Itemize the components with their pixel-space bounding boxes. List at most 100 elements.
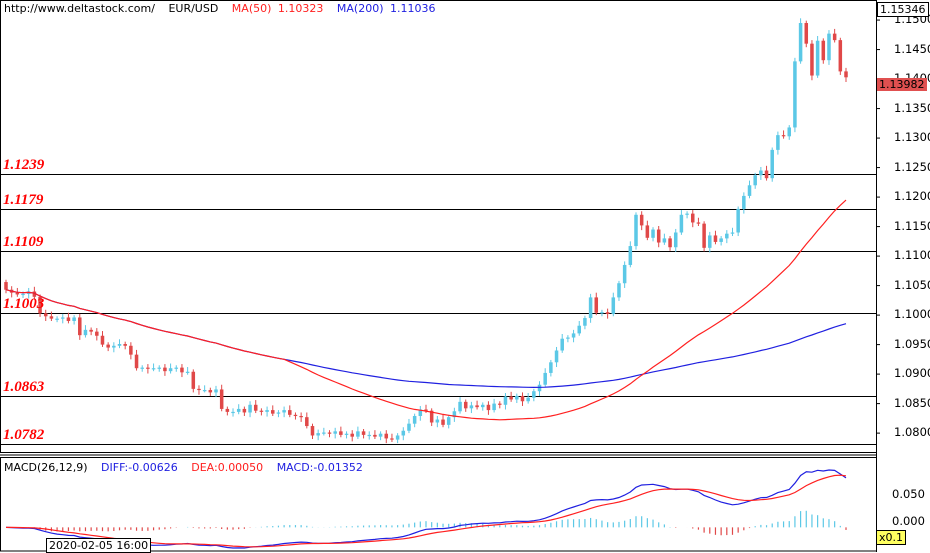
- level-label-10782: 1.0782: [3, 426, 45, 443]
- candle: [639, 214, 644, 226]
- candle: [180, 367, 184, 373]
- candle: [577, 325, 582, 334]
- candle: [384, 433, 389, 439]
- candle: [594, 297, 599, 313]
- candle: [764, 170, 769, 179]
- ma200-value: 1.11036: [390, 2, 436, 15]
- candle: [4, 282, 8, 290]
- candle: [679, 214, 684, 233]
- candle: [174, 367, 179, 369]
- candle: [15, 292, 20, 295]
- candle: [719, 238, 723, 242]
- candle: [600, 312, 604, 314]
- symbol-label: EUR/USD: [168, 2, 219, 15]
- level-label-11179: 1.1179: [3, 191, 44, 208]
- price-tick-113500: 1.13500: [894, 100, 930, 115]
- candle: [276, 412, 281, 414]
- candle: [520, 395, 525, 402]
- candle: [696, 222, 701, 224]
- candle: [685, 213, 689, 215]
- candle: [452, 411, 457, 418]
- ma200-line: [5, 289, 847, 389]
- candle: [310, 426, 315, 436]
- candle: [815, 40, 820, 76]
- candle: [736, 208, 740, 233]
- level-label-11109: 1.1109: [3, 233, 44, 250]
- candle: [713, 235, 718, 242]
- candle: [435, 419, 440, 423]
- crosshair-timestamp: 2020-02-05 16:00: [46, 538, 152, 553]
- candle: [242, 408, 247, 413]
- candle: [605, 312, 610, 314]
- candle: [339, 431, 343, 435]
- candle: [742, 195, 746, 209]
- price-panel-frame: [0, 0, 877, 453]
- candle: [219, 389, 224, 409]
- candle: [645, 225, 650, 238]
- candle: [827, 33, 831, 61]
- candle: [628, 246, 633, 265]
- candle: [163, 367, 167, 372]
- candle: [361, 431, 366, 435]
- candle: [225, 408, 230, 412]
- candle: [407, 423, 411, 431]
- ma50-label: MA(50): [231, 2, 272, 15]
- candle: [804, 23, 809, 44]
- website-url[interactable]: http://www.deltastock.com/: [4, 2, 155, 15]
- candle: [566, 337, 570, 339]
- level-label-11003: 1.1003: [3, 295, 45, 312]
- candle: [112, 345, 116, 348]
- candle: [480, 404, 485, 408]
- price-tick-110500: 1.10500: [894, 277, 930, 292]
- chart-header: http://www.deltastock.com/ EUR/USD MA(50…: [4, 2, 436, 15]
- candle: [265, 410, 269, 412]
- candle: [651, 229, 655, 238]
- candle: [344, 433, 349, 435]
- candle: [730, 232, 735, 234]
- candle: [458, 401, 462, 412]
- candle: [55, 318, 59, 320]
- candle: [134, 354, 139, 369]
- price-max-tag: 1.15346: [877, 2, 929, 17]
- candle: [770, 149, 774, 179]
- candle: [509, 396, 513, 400]
- candle: [202, 390, 207, 392]
- candle: [446, 417, 451, 425]
- candle: [549, 362, 553, 373]
- zoom-badge[interactable]: x0.1: [876, 530, 907, 545]
- candle: [668, 238, 672, 248]
- candle: [333, 431, 337, 434]
- candle: [588, 297, 593, 319]
- candle: [316, 433, 320, 436]
- candle: [66, 317, 71, 322]
- candle: [83, 329, 88, 336]
- price-tick-109500: 1.09500: [894, 336, 930, 351]
- candle: [793, 61, 797, 128]
- candle: [288, 410, 292, 415]
- candle: [270, 410, 275, 414]
- candle: [231, 411, 235, 414]
- price-tick-110000: 1.10000: [894, 307, 930, 322]
- candle: [617, 283, 621, 298]
- candle: [356, 431, 360, 437]
- candle: [832, 33, 837, 41]
- candle: [60, 317, 65, 319]
- candle: [72, 317, 76, 322]
- candle: [475, 405, 479, 408]
- candle: [21, 293, 25, 296]
- candle: [191, 371, 196, 389]
- candle: [583, 318, 587, 326]
- candle: [38, 296, 42, 314]
- candle: [708, 235, 712, 248]
- macd-tick-0050: 0.050: [892, 487, 925, 501]
- price-tick-113000: 1.13000: [894, 130, 930, 145]
- candle: [776, 135, 780, 150]
- price-tick-108500: 1.08500: [894, 395, 930, 410]
- candle: [634, 214, 638, 247]
- candle: [747, 185, 752, 196]
- candle: [486, 404, 491, 411]
- price-tick-108000: 1.08000: [894, 425, 930, 440]
- macd-header: MACD(26,12,9) DIFF:-0.00626 DEA:0.00050 …: [4, 461, 363, 474]
- candle: [350, 433, 354, 437]
